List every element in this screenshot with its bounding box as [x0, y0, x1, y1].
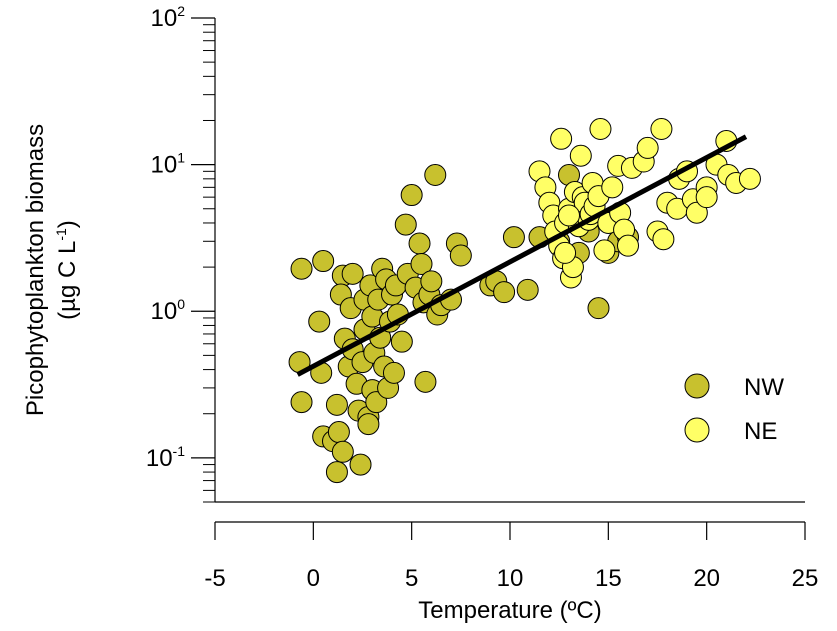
x-tick-label: 20: [693, 565, 720, 592]
point-nw: [420, 270, 443, 293]
point-ne: [593, 239, 616, 262]
point-nw: [410, 252, 433, 275]
legend-marker-nw: [684, 373, 710, 399]
point-ne: [650, 117, 673, 140]
y-axis-label-close: ): [54, 220, 81, 228]
point-nw: [516, 278, 539, 301]
point-nw: [331, 440, 354, 463]
point-nw: [308, 310, 331, 333]
y-tick-label: 102: [151, 3, 186, 32]
point-nw: [325, 393, 348, 416]
y-tick-label: 10-1: [146, 443, 185, 472]
point-ne: [636, 136, 659, 159]
fit-line-group: [296, 134, 748, 377]
x-tick-label: 25: [792, 565, 819, 592]
point-nw: [357, 413, 380, 436]
point-nw: [493, 281, 516, 304]
fit-line: [296, 134, 748, 377]
point-nw: [414, 370, 437, 393]
ticks: [191, 17, 806, 540]
point-ne: [652, 228, 675, 251]
point-nw: [400, 184, 423, 207]
point-nw: [587, 297, 610, 320]
point-nw: [290, 257, 313, 280]
point-ne: [685, 201, 708, 224]
x-tick-label: 0: [307, 565, 320, 592]
point-ne: [569, 144, 592, 167]
y-axis-label-exponent: -1: [53, 228, 69, 241]
point-ne: [550, 127, 573, 150]
point-nw: [365, 391, 388, 414]
y-tick-label: 101: [151, 150, 186, 179]
point-nw: [325, 461, 348, 484]
y-axis-label-line1: Picophytoplankton biomass: [22, 124, 49, 416]
point-ne: [695, 186, 718, 209]
point-ne: [738, 167, 761, 190]
point-ne: [589, 117, 612, 140]
x-tick-label: 10: [497, 565, 524, 592]
x-tick-label: 5: [405, 565, 418, 592]
point-nw: [424, 163, 447, 186]
tick-labels: -5 0 5 10 15 20 25 10-1 100 101 102: [146, 3, 819, 592]
x-tick-label: -5: [204, 565, 225, 592]
point-nw: [382, 361, 405, 384]
x-tick-label: 15: [595, 565, 622, 592]
y-tick-label: 100: [151, 296, 186, 325]
point-nw: [327, 421, 350, 444]
x-axis-label: Temperature (ºC): [418, 597, 601, 624]
point-nw: [449, 244, 472, 267]
point-ne: [554, 241, 577, 264]
point-nw: [408, 232, 431, 255]
point-ne: [601, 176, 624, 199]
point-nw: [312, 250, 335, 273]
point-ne: [558, 204, 580, 227]
y-axis-label-line2: (µg C L-1): [53, 220, 81, 320]
legend-marker-ne: [684, 417, 710, 443]
point-nw: [341, 262, 364, 285]
point-nw: [349, 453, 372, 476]
y-axis-label-unit: (µg C L: [54, 241, 81, 320]
legend: NW NE: [684, 373, 784, 445]
point-nw: [394, 213, 417, 236]
data-points: [288, 117, 761, 484]
legend-label-ne: NE: [744, 418, 777, 445]
point-nw: [502, 226, 525, 249]
point-nw: [390, 330, 413, 353]
point-ne: [617, 234, 639, 257]
point-nw: [290, 391, 313, 414]
legend-label-nw: NW: [744, 374, 784, 401]
